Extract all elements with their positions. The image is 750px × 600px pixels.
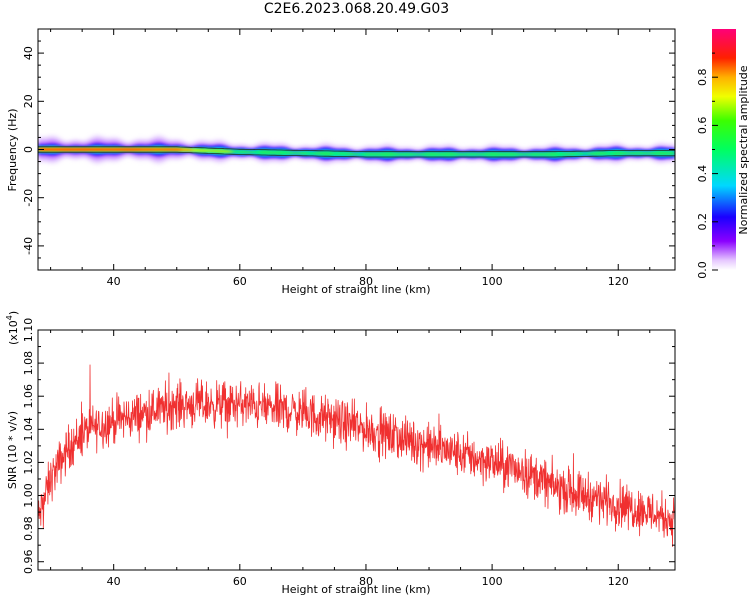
spectrogram-xtick-label: 60 [233,275,247,288]
snr-ytick-label: 0.96 [22,549,35,574]
snr-multiplier-close: ) [7,311,20,315]
spectrogram-ytick-label: 40 [22,46,35,60]
spectrogram-xtick-label: 80 [359,275,373,288]
spectrogram-ylabel: Frequency (Hz) [6,109,19,192]
spectrogram-xtick-label: 100 [482,275,503,288]
snr-ytick-label: 1.08 [22,351,35,376]
colorbar-tick-label: 0.2 [696,213,709,231]
colorbar-label: Normalized spectral amplitude [737,65,750,234]
spectrogram-ridge [38,135,675,166]
spectrogram-xlabel: Height of straight line (km) [281,283,430,296]
colorbar-tick-label: 0.8 [696,68,709,86]
spectrogram-ytick-label: 20 [22,94,35,108]
snr-ytick-label: 1.00 [22,483,35,508]
snr-xlabel: Height of straight line (km) [281,583,430,596]
snr-ticks: 40 60 80 100 120 0.96 0.98 1.00 1.02 1.04 1.06 1.08… [22,318,675,588]
snr-series-line [38,364,675,547]
snr-ytick-label: 1.06 [22,384,35,409]
snr-plot-area [38,330,675,570]
spectrogram-ytick-label: 0 [22,146,35,153]
snr-multiplier-text: (x10 [7,320,20,345]
spectrogram-xtick-label: 120 [608,275,629,288]
svg-text:(x104): (x104) [5,311,20,345]
snr-xtick-label: 40 [107,575,121,588]
spectrogram-panel: 40 60 80 100 120 -40 -20 0 20 40 Height of straig… [6,28,676,296]
colorbar-gradient [712,29,736,270]
snr-panel: 40 60 80 100 120 0.96 0.98 1.00 1.02 1.04 1.06 1.08… [5,311,676,596]
snr-xtick-label: 60 [233,575,247,588]
colorbar-tick-label: 0.0 [696,261,709,279]
spectrogram-ytick-label: -20 [22,189,35,207]
ridge-outline-lower [38,151,675,158]
spectrogram-ytick-label: -40 [22,237,35,255]
chart-title: C2E6.2023.068.20.49.G03 [263,1,450,17]
snr-ytick-label: 1.10 [22,318,35,343]
snr-multiplier-label: (x104) [5,311,20,345]
colorbar-ticks: 0.0 0.2 0.4 0.6 0.8 [696,52,718,279]
snr-frame [37,329,676,571]
ridge-outline-upper [38,146,675,153]
colorbar: 0.0 0.2 0.4 0.6 0.8 Normalized spectral ampl… [696,29,750,279]
snr-ytick-label: 1.04 [22,417,35,442]
colorbar-tick-label: 0.4 [696,165,709,183]
snr-xtick-label: 120 [608,575,629,588]
spectrogram-xtick-label: 40 [107,275,121,288]
snr-ytick-label: 0.98 [22,516,35,541]
ridge-core-2 [38,148,675,155]
ridge-core-0 [38,147,675,155]
snr-ylabel: SNR (10 * v/v) [6,411,19,489]
spectrogram-ticks: 40 60 80 100 120 -40 -20 0 20 40 [22,28,675,288]
snr-xtick-label: 80 [359,575,373,588]
snr-multiplier-exp: 4 [5,315,14,320]
snr-ytick-label: 1.02 [22,450,35,475]
snr-xtick-label: 100 [482,575,503,588]
colorbar-tick-label: 0.6 [696,117,709,134]
